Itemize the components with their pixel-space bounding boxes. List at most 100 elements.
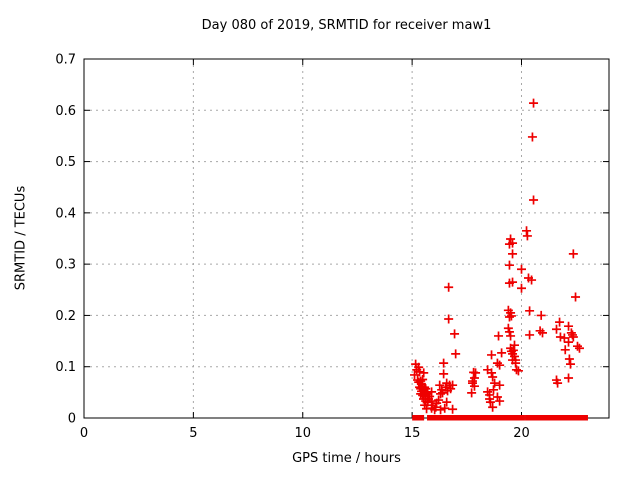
- x-tick-label: 5: [189, 426, 197, 441]
- data-point: [494, 331, 504, 341]
- data-point: [495, 380, 505, 390]
- data-point: [529, 98, 539, 108]
- zero-band-segment: [412, 415, 421, 421]
- data-point: [485, 397, 495, 407]
- data-point: [444, 282, 454, 292]
- data-point: [506, 331, 516, 341]
- data-point: [497, 348, 507, 358]
- data-point: [566, 328, 576, 338]
- x-tick-label: 15: [404, 426, 421, 441]
- data-point: [434, 395, 444, 405]
- zero-band-segment: [419, 415, 425, 421]
- data-point: [555, 317, 565, 327]
- data-point: [525, 330, 535, 340]
- plot-border: [83, 58, 610, 419]
- data-point: [504, 278, 514, 288]
- y-tick-label: 0.5: [55, 155, 76, 170]
- data-point: [504, 260, 514, 270]
- data-point: [522, 231, 532, 241]
- data-point: [513, 366, 523, 376]
- chart-title: Day 080 of 2019, SRMTID for receiver maw…: [201, 18, 492, 33]
- data-point: [564, 373, 574, 383]
- data-point: [553, 378, 563, 388]
- data-point: [444, 314, 454, 324]
- data-point: [469, 373, 479, 383]
- zero-band-segment: [521, 415, 525, 421]
- data-point: [448, 404, 458, 414]
- data-point: [538, 328, 547, 338]
- zero-band-segment: [525, 415, 551, 421]
- y-tick-label: 0: [68, 412, 76, 427]
- data-point: [506, 311, 516, 321]
- data-point: [571, 292, 581, 302]
- data-point: [488, 372, 498, 382]
- data-point: [525, 306, 535, 316]
- data-point: [495, 360, 505, 370]
- zero-band-segment: [516, 415, 522, 421]
- data-point: [450, 329, 460, 339]
- data-point: [566, 359, 575, 369]
- zero-band-segment: [444, 415, 458, 421]
- data-point: [527, 275, 537, 285]
- data-point: [448, 380, 458, 390]
- data-point: [559, 333, 569, 343]
- data-point: [414, 362, 424, 372]
- data-point: [560, 345, 570, 355]
- data-point: [508, 345, 518, 355]
- data-point: [419, 368, 429, 378]
- data-point: [492, 358, 502, 368]
- data-point: [552, 324, 561, 334]
- data-point: [529, 195, 539, 205]
- data-point: [495, 396, 505, 406]
- data-point: [439, 369, 449, 379]
- data-point: [483, 365, 493, 375]
- data-point: [440, 403, 450, 413]
- zero-band-segment: [549, 415, 555, 421]
- data-point: [508, 238, 518, 248]
- data-point: [568, 249, 578, 259]
- data-point: [511, 365, 521, 375]
- data-point: [504, 327, 514, 337]
- data-point: [425, 391, 435, 401]
- data-point: [511, 358, 521, 368]
- data-point: [536, 310, 546, 320]
- y-tick-label: 0.3: [55, 258, 76, 273]
- x-tick-label: 0: [80, 426, 88, 441]
- data-point: [439, 358, 449, 368]
- data-point: [508, 249, 518, 259]
- data-point: [438, 388, 448, 398]
- data-point: [574, 343, 584, 353]
- zero-band-segment: [553, 415, 585, 421]
- data-point: [415, 367, 425, 377]
- data-point: [527, 132, 537, 142]
- data-point: [469, 381, 479, 391]
- y-tick-label: 0.4: [55, 206, 76, 221]
- data-point: [467, 388, 477, 398]
- y-tick-label: 0.6: [55, 104, 76, 119]
- data-point: [555, 332, 565, 342]
- data-point: [435, 380, 445, 390]
- x-tick-label: 20: [513, 426, 530, 441]
- data-point: [568, 332, 578, 342]
- x-axis-title: GPS time / hours: [292, 451, 401, 466]
- zero-band-segment: [583, 415, 588, 421]
- data-point: [517, 283, 526, 293]
- zero-band-segment: [481, 415, 502, 421]
- zero-band-segment: [433, 415, 446, 421]
- zero-band-segment: [456, 415, 483, 421]
- data-point: [442, 397, 452, 407]
- data-point: [431, 402, 441, 412]
- zero-band-segment: [500, 415, 518, 421]
- data-point: [422, 404, 432, 414]
- data-point: [517, 264, 526, 274]
- data-point: [488, 402, 498, 412]
- data-point: [522, 226, 532, 236]
- x-tick-label: 10: [294, 426, 311, 441]
- zero-band-segment: [427, 415, 435, 421]
- data-point: [504, 312, 514, 322]
- data-point: [567, 330, 577, 340]
- data-point: [489, 385, 498, 395]
- data-point: [418, 375, 428, 385]
